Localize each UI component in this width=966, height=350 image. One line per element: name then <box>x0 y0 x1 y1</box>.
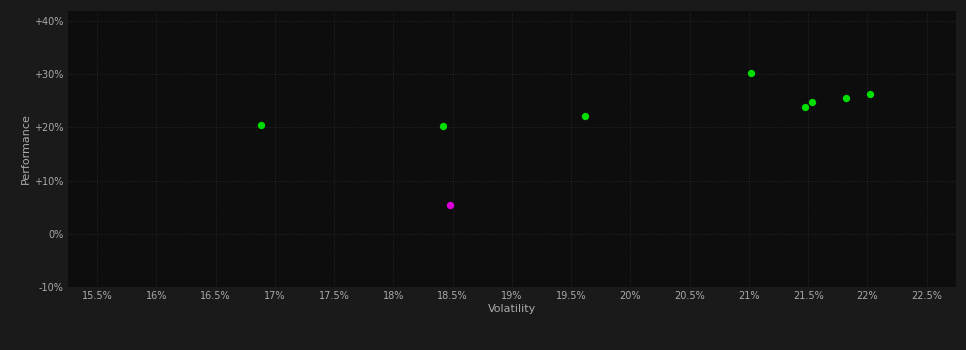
Point <box>797 104 812 110</box>
Point <box>578 113 593 119</box>
Point <box>436 124 451 129</box>
Point <box>253 122 269 128</box>
Point <box>804 99 819 105</box>
X-axis label: Volatility: Volatility <box>488 304 536 314</box>
Y-axis label: Performance: Performance <box>21 113 31 184</box>
Point <box>838 96 854 101</box>
Point <box>442 202 458 208</box>
Point <box>862 91 877 97</box>
Point <box>744 70 759 76</box>
